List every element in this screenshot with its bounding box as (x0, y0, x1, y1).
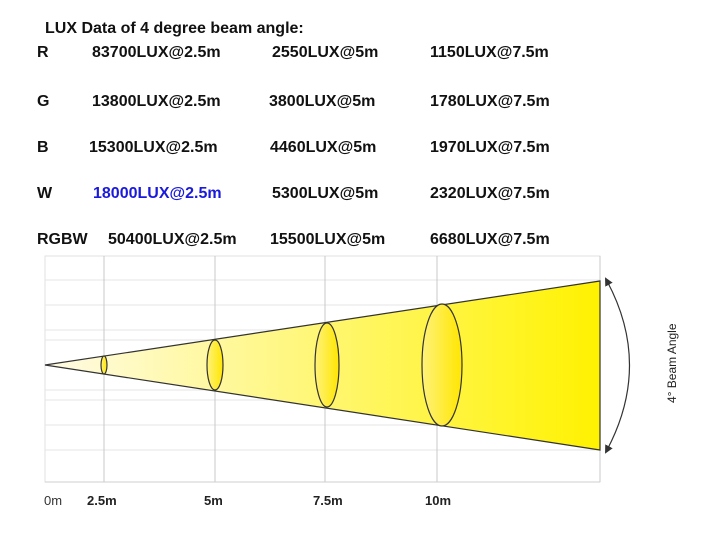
lux-at-2-5m: 13800LUX@2.5m (92, 93, 221, 110)
lux-row-b: B 15300LUX@2.5m 4460LUX@5m 1970LUX@7.5m (0, 139, 710, 163)
beam-section-7-5m (314, 322, 340, 408)
beam-angle-label: 4° Beam Angle (665, 323, 679, 403)
lux-row-rgbw: RGBW 50400LUX@2.5m 15500LUX@5m 6680LUX@7… (0, 231, 710, 255)
lux-at-5m: 15500LUX@5m (270, 231, 386, 248)
lux-at-7-5m: 6680LUX@7.5m (430, 231, 550, 248)
distance-label-2-5m: 2.5m (87, 493, 117, 508)
beam-section-2-5m (100, 355, 108, 375)
lux-at-5m: 2550LUX@5m (272, 44, 379, 61)
row-color-label: R (37, 44, 49, 61)
beam-section-10m (421, 303, 463, 427)
lux-at-5m: 3800LUX@5m (269, 93, 376, 110)
lux-at-2-5m: 83700LUX@2.5m (92, 44, 221, 61)
lux-at-7-5m: 1970LUX@7.5m (430, 139, 550, 156)
distance-label-5m: 5m (204, 493, 223, 508)
row-color-label: B (37, 139, 49, 156)
lux-at-7-5m: 2320LUX@7.5m (430, 185, 550, 202)
lux-at-5m: 4460LUX@5m (270, 139, 377, 156)
lux-at-7-5m: 1780LUX@7.5m (430, 93, 550, 110)
lux-at-2-5m: 50400LUX@2.5m (108, 231, 237, 248)
row-color-label: RGBW (37, 231, 88, 248)
lux-at-2-5m: 15300LUX@2.5m (89, 139, 218, 156)
lux-at-5m: 5300LUX@5m (272, 185, 379, 202)
row-color-label: W (37, 185, 53, 202)
beam-angle-arc (605, 277, 631, 454)
distance-label-0m: 0m (44, 493, 62, 508)
lux-row-g: G 13800LUX@2.5m 3800LUX@5m 1780LUX@7.5m (0, 93, 710, 117)
distance-label-10m: 10m (425, 493, 451, 508)
lux-row-r: R 83700LUX@2.5m 2550LUX@5m 1150LUX@7.5m (0, 44, 710, 68)
lux-at-7-5m: 1150LUX@7.5m (430, 44, 549, 61)
lux-at-2-5m: 18000LUX@2.5m (93, 185, 222, 202)
distance-label-7-5m: 7.5m (313, 493, 343, 508)
beam-section-5m (206, 339, 224, 391)
lux-row-w: W 18000LUX@2.5m 5300LUX@5m 2320LUX@7.5m (0, 185, 710, 209)
lux-title: LUX Data of 4 degree beam angle: (45, 20, 304, 37)
row-color-label: G (37, 93, 50, 110)
